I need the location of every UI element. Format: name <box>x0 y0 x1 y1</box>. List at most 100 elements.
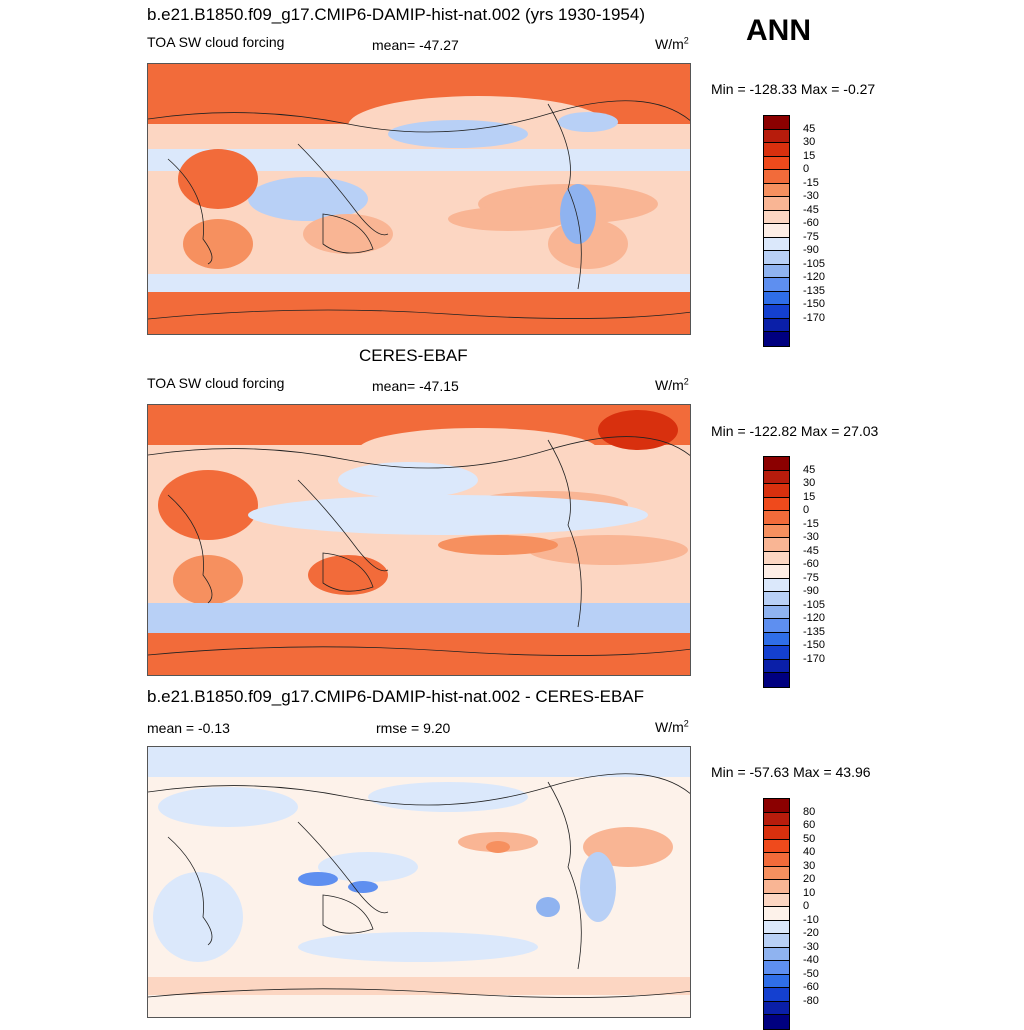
panel1-map <box>147 63 691 335</box>
panel3-minmax-label: Min = -57.63 Max = 43.96 <box>711 764 871 780</box>
panel1-colorbar-tick-label: -120 <box>803 271 826 283</box>
panel3-colorbar-box <box>764 961 789 975</box>
panel2-map-field <box>148 405 690 675</box>
panel3-mean-label: mean = -0.13 <box>147 720 230 736</box>
panel2-colorbar-box <box>764 578 789 592</box>
panel3-colorbar-tick-label: 10 <box>803 886 816 899</box>
panel2-colorbar-box <box>764 565 789 579</box>
panel3-colorbar-box <box>764 988 789 1002</box>
panel2-colorbar-tick-label: -150 <box>803 639 826 651</box>
panel1-colorbar-box <box>764 210 789 224</box>
panel2-colorbar-tick-label: -15 <box>803 517 819 530</box>
panel2-colorbar-box <box>764 659 789 673</box>
panel3-colorbar-tick-label: 60 <box>803 819 816 831</box>
panel1-colorbar-tick-label: 30 <box>803 136 816 148</box>
panel3-colorbar-tick-label: -60 <box>803 981 819 993</box>
panel1-colorbar-tick-label: -150 <box>803 298 826 310</box>
panel2-colorbar-box <box>764 497 789 511</box>
panel2-colorbar-box <box>764 632 789 646</box>
panel1-colorbar-tick-label: -75 <box>803 230 819 243</box>
panel3-colorbar-tick-label: 30 <box>803 859 816 872</box>
panel3-colorbar <box>763 798 790 1030</box>
panel2-colorbar-tick-label: -120 <box>803 612 826 624</box>
panel1-colorbar-box <box>764 251 789 265</box>
panel3-colorbar-box <box>764 826 789 840</box>
panel2-colorbar-tick-label: -45 <box>803 544 819 557</box>
panel3-colorbar-tick-label: 40 <box>803 846 816 858</box>
panel3-colorbar-tick-label: -20 <box>803 927 819 939</box>
panel3-colorbar-box <box>764 1001 789 1015</box>
panel2-colorbar-box <box>764 619 789 633</box>
panel3-rmse-label: rmse = 9.20 <box>376 720 451 736</box>
panel3-unit-label: W/m2 <box>655 718 689 735</box>
panel1-colorbar-box <box>764 197 789 211</box>
panel3-colorbar-box <box>764 880 789 894</box>
panel1-colorbar-box <box>764 332 789 346</box>
panel3-colorbar-box <box>764 974 789 988</box>
panel3-colorbar-box <box>764 812 789 826</box>
panel1-colorbar-box <box>764 156 789 170</box>
panel2-colorbar <box>763 456 790 688</box>
panel2-variable-label: TOA SW cloud forcing <box>147 375 285 391</box>
panel2-colorbar-tick-label: 45 <box>803 463 816 476</box>
panel3-colorbar-box <box>764 947 789 961</box>
panel2-colorbar-tick-label: 0 <box>803 504 810 516</box>
panel3-colorbar-tick-label: 80 <box>803 805 816 818</box>
panel2-minmax-label: Min = -122.82 Max = 27.03 <box>711 423 879 439</box>
panel2-colorbar-box <box>764 470 789 484</box>
panel1-colorbar-tick-label: -170 <box>803 311 826 324</box>
panel1-colorbar-tick-label: -30 <box>803 190 819 202</box>
panel1-colorbar-box <box>764 224 789 238</box>
panel3-map <box>147 746 691 1018</box>
panel2-colorbar-tick-label: -135 <box>803 625 826 638</box>
panel2-colorbar-tick-label: 15 <box>803 490 816 503</box>
panel2-colorbar-tick-label: -105 <box>803 598 826 611</box>
panel2-map <box>147 404 691 676</box>
panel3-colorbar-tick-label: 0 <box>803 900 810 912</box>
panel2-colorbar-tick-label: -60 <box>803 558 819 570</box>
panel2-unit-label: W/m2 <box>655 376 689 393</box>
panel3-colorbar-box <box>764 907 789 921</box>
panel2-colorbar-box <box>764 551 789 565</box>
panel1-colorbar-tick-label: -135 <box>803 284 826 297</box>
panel2-colorbar-tick-label: -90 <box>803 585 819 597</box>
panel2-colorbar-box <box>764 673 789 687</box>
panel3-colorbar-tick-label: -40 <box>803 954 819 966</box>
panel3-colorbar-box <box>764 920 789 934</box>
panel3-colorbar-box <box>764 1015 789 1029</box>
panel1-variable-label: TOA SW cloud forcing <box>147 34 285 50</box>
panel1-mean-label: mean= -47.27 <box>372 37 459 53</box>
panel1-minmax-label: Min = -128.33 Max = -0.27 <box>711 81 876 97</box>
panel3-colorbar-box <box>764 893 789 907</box>
panel2-colorbar-box <box>764 484 789 498</box>
panel1-colorbar-box <box>764 116 789 130</box>
panel1-colorbar <box>763 115 790 347</box>
panel2-colorbar-tick-label: -170 <box>803 652 826 665</box>
panel2-colorbar-tick-label: -75 <box>803 571 819 584</box>
panel3-map-field <box>148 747 690 1017</box>
panel1-colorbar-tick-label: -90 <box>803 244 819 256</box>
panel1-unit-label: W/m2 <box>655 35 689 52</box>
panel1-colorbar-tick-label: -105 <box>803 257 826 270</box>
panel1-colorbar-tick-label: -60 <box>803 217 819 229</box>
panel1-colorbar-box <box>764 264 789 278</box>
panel1-colorbar-tick-label: 15 <box>803 149 816 162</box>
panel1-colorbar-box <box>764 183 789 197</box>
panel3-title: b.e21.B1850.f09_g17.CMIP6-DAMIP-hist-nat… <box>147 687 645 706</box>
panel1-colorbar-box <box>764 291 789 305</box>
panel1-colorbar-box <box>764 305 789 319</box>
panel2-colorbar-box <box>764 524 789 538</box>
panel1-colorbar-tick-label: 0 <box>803 163 810 175</box>
panel2-title: CERES-EBAF <box>359 346 468 365</box>
panel2-colorbar-box <box>764 646 789 660</box>
panel3-colorbar-tick-label: -10 <box>803 913 819 926</box>
panel1-colorbar-box <box>764 237 789 251</box>
panel3-colorbar-tick-label: -50 <box>803 967 819 980</box>
panel3-colorbar-box <box>764 839 789 853</box>
panel1-colorbar-box <box>764 318 789 332</box>
panel2-colorbar-box <box>764 592 789 606</box>
panel1-colorbar-box <box>764 129 789 143</box>
panel2-mean-label: mean= -47.15 <box>372 378 459 394</box>
panel3-colorbar-box <box>764 853 789 867</box>
panel3-colorbar-box <box>764 934 789 948</box>
